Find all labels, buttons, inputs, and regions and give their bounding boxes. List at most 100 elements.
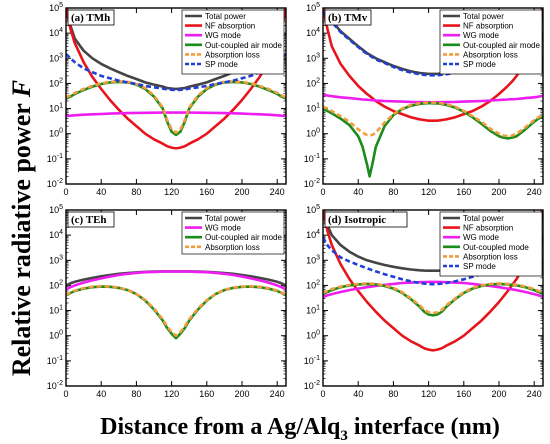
series-line-sp [323, 9, 543, 77]
series-line-wg [66, 270, 286, 291]
legend-label-total: Total power [205, 12, 246, 21]
panel-title-box [67, 211, 115, 228]
legend-label-nf: NF absorption [205, 22, 255, 31]
y-tick-label: 10-2 [47, 380, 63, 391]
x-tick-label: 120 [164, 389, 179, 399]
x-tick-label: 40 [353, 187, 363, 197]
x-tick-label: 0 [320, 187, 325, 197]
y-tick-label: 105 [49, 204, 63, 215]
legend-label-total: Total power [463, 12, 504, 21]
x-tick-label: 200 [234, 187, 249, 197]
y-tick-label: 102 [306, 279, 320, 290]
y-tick-label: 105 [49, 2, 63, 13]
y-tick-label: 100 [306, 128, 320, 139]
x-tick-label: 40 [96, 389, 106, 399]
legend-label-total: Total power [205, 214, 246, 223]
y-tick-label: 10-1 [47, 355, 63, 366]
y-tick-label: 102 [49, 279, 63, 290]
legend-label-abs: Absorption loss [205, 243, 260, 252]
y-tick-label: 105 [306, 204, 320, 215]
legend-label-wg: WG mode [205, 31, 242, 40]
y-tick-label: 104 [49, 229, 63, 240]
legend-label-wg: WG mode [205, 224, 242, 233]
y-tick-label: 100 [306, 330, 320, 341]
y-tick-label: 105 [306, 2, 320, 13]
legend-label-sp: SP mode [463, 60, 496, 69]
chart-panel: 10-2 10-1 100 101 102 103 104 105 0 40 80 120 160 200… [47, 204, 287, 399]
y-tick-label: 104 [306, 27, 320, 38]
x-tick-label: 0 [63, 187, 68, 197]
legend-label-oc: Out-coupled air mode [463, 41, 540, 50]
series-line-nf [323, 210, 543, 352]
x-tick-label: 160 [199, 187, 214, 197]
y-tick-label: 10-1 [47, 153, 63, 164]
series-line-wg [323, 93, 543, 104]
series-line-nf [66, 8, 286, 150]
plot-frame [65, 209, 287, 387]
y-axis-title: Relative radiative powerF [7, 80, 36, 376]
x-axis-title: Distance from a Ag/Alq3 interface (nm) [100, 414, 500, 444]
x-tick-label: 240 [270, 187, 285, 197]
legend-label-oc: Out-coupled air mode [205, 233, 282, 242]
panel-title: (d) Isotropic [328, 214, 386, 226]
panel-title-box [324, 211, 408, 228]
legend-label-abs: Absorption loss [463, 50, 518, 59]
y-tick-label: 101 [306, 305, 320, 316]
x-tick-label: 120 [421, 187, 436, 197]
series-line-oc [66, 285, 286, 340]
series-line-abs [66, 80, 286, 134]
panel-title: (a) TMh [71, 12, 110, 24]
chart-panel: 10-2 10-1 100 101 102 103 104 105 0 40 80 120 160 200… [304, 2, 544, 197]
plot-frame [322, 7, 544, 185]
x-tick-label: 120 [421, 389, 436, 399]
legend-label-abs: Absorption loss [205, 50, 260, 59]
series-line-abs [66, 284, 286, 337]
x-tick-label: 160 [199, 389, 214, 399]
legend-label-total: Total power [463, 214, 504, 223]
series-line-sp [66, 52, 286, 92]
series-lines [66, 8, 286, 150]
y-tick-label: 104 [306, 229, 320, 240]
y-tick-label: 10-1 [304, 153, 320, 164]
y-tick-label: 103 [49, 254, 63, 265]
y-tick-label: 100 [49, 128, 63, 139]
x-tick-label: 40 [96, 187, 106, 197]
x-tick-label: 80 [131, 187, 141, 197]
legend-label-wg: WG mode [463, 31, 500, 40]
x-tick-label: 240 [527, 187, 542, 197]
y-tick-label: 10-2 [304, 380, 320, 391]
panel-title: (b) TMv [328, 12, 368, 24]
x-tick-label: 200 [491, 389, 506, 399]
series-line-abs [323, 101, 543, 138]
legend-label-nf: NF absorption [463, 224, 513, 233]
chart-panel: 10-2 10-1 100 101 102 103 104 105 0 40 80 120 160 200… [304, 204, 544, 399]
x-tick-label: 80 [388, 389, 398, 399]
y-tick-label: 101 [49, 305, 63, 316]
x-tick-label: 80 [131, 389, 141, 399]
series-lines [66, 270, 286, 340]
x-tick-label: 240 [270, 389, 285, 399]
plot-frame [322, 209, 544, 387]
panel-title-box [324, 9, 372, 26]
legend-label-oc: Out-coupled air mode [205, 41, 282, 50]
x-tick-label: 0 [320, 389, 325, 399]
y-tick-label: 103 [49, 52, 63, 63]
y-tick-label: 104 [49, 27, 63, 38]
y-tick-label: 10-2 [304, 178, 320, 189]
chart-panel: 10-2 10-1 100 101 102 103 104 105 0 40 80 120 160 200… [47, 2, 287, 197]
panel-title: (c) TEh [71, 214, 107, 226]
series-line-nf [323, 8, 543, 122]
y-tick-label: 100 [49, 330, 63, 341]
y-tick-label: 10-2 [47, 178, 63, 189]
y-tick-label: 102 [306, 77, 320, 88]
x-tick-label: 80 [388, 187, 398, 197]
y-tick-label: 103 [306, 254, 320, 265]
x-tick-label: 40 [353, 389, 363, 399]
x-tick-label: 160 [456, 389, 471, 399]
legend-label-sp: SP mode [463, 262, 496, 271]
series-line-wg [323, 280, 543, 299]
legend-label-wg: WG mode [463, 233, 500, 242]
panel-title-box [67, 9, 115, 26]
